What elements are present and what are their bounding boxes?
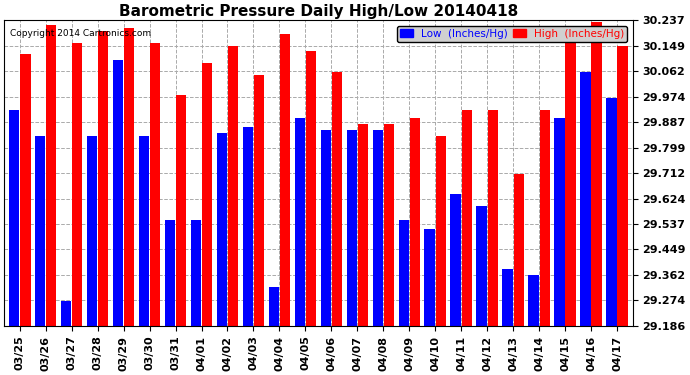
Bar	[150, 43, 160, 326]
Bar	[98, 31, 108, 326]
Bar	[580, 72, 591, 326]
Title: Barometric Pressure Daily High/Low 20140418: Barometric Pressure Daily High/Low 20140…	[119, 4, 518, 19]
Bar	[462, 110, 472, 326]
Bar	[476, 206, 487, 326]
Bar	[488, 110, 498, 326]
Bar	[435, 136, 446, 326]
Bar	[618, 46, 628, 326]
Bar	[451, 194, 461, 326]
Bar	[9, 110, 19, 326]
Bar	[228, 46, 238, 326]
Bar	[295, 118, 305, 326]
Bar	[373, 130, 383, 326]
Bar	[124, 28, 135, 326]
Bar	[61, 302, 71, 326]
Bar	[566, 37, 576, 326]
Bar	[399, 220, 409, 326]
Bar	[87, 136, 97, 326]
Bar	[72, 43, 83, 326]
Text: Copyright 2014 Cartronics.com: Copyright 2014 Cartronics.com	[10, 30, 152, 39]
Bar	[35, 136, 46, 326]
Bar	[502, 270, 513, 326]
Bar	[357, 124, 368, 326]
Bar	[306, 51, 316, 326]
Bar	[190, 220, 201, 326]
Bar	[332, 72, 342, 326]
Bar	[268, 287, 279, 326]
Bar	[20, 54, 30, 326]
Bar	[540, 110, 550, 326]
Bar	[139, 136, 149, 326]
Bar	[165, 220, 175, 326]
Bar	[113, 60, 124, 326]
Bar	[46, 25, 57, 326]
Bar	[591, 22, 602, 326]
Bar	[384, 124, 394, 326]
Bar	[202, 63, 213, 326]
Bar	[321, 130, 331, 326]
Bar	[243, 127, 253, 326]
Bar	[554, 118, 564, 326]
Bar	[424, 229, 435, 326]
Bar	[280, 34, 290, 326]
Bar	[513, 174, 524, 326]
Bar	[410, 118, 420, 326]
Bar	[176, 95, 186, 326]
Bar	[346, 130, 357, 326]
Bar	[254, 75, 264, 326]
Legend: Low  (Inches/Hg), High  (Inches/Hg): Low (Inches/Hg), High (Inches/Hg)	[397, 26, 627, 42]
Bar	[529, 275, 539, 326]
Bar	[217, 133, 227, 326]
Bar	[607, 98, 617, 326]
